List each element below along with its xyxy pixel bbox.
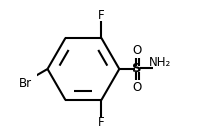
Text: S: S: [133, 63, 142, 75]
Text: NH₂: NH₂: [149, 56, 171, 69]
Text: Br: Br: [19, 77, 32, 90]
Text: F: F: [98, 9, 105, 22]
Text: O: O: [133, 81, 142, 94]
Text: O: O: [133, 44, 142, 57]
Text: F: F: [98, 116, 105, 129]
